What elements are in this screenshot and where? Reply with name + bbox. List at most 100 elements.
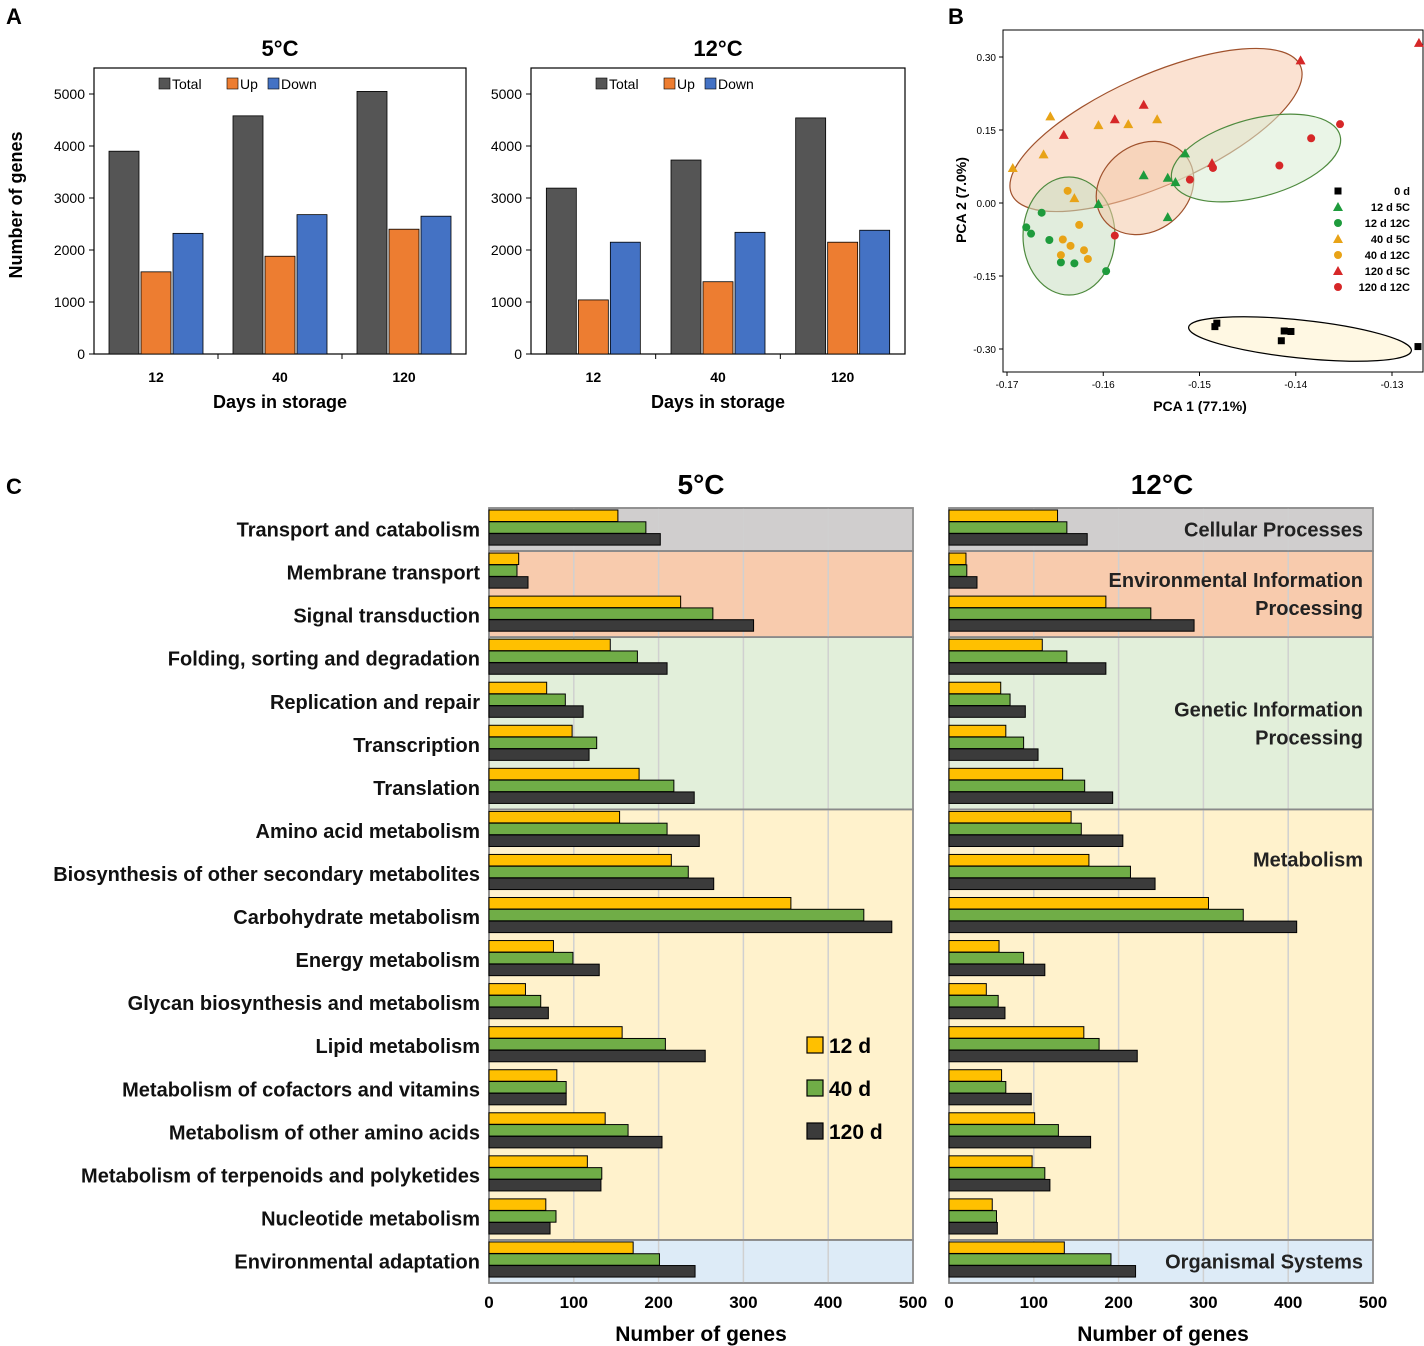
b-xtick-label: -0.13: [1381, 380, 1404, 391]
b-xtick-label: -0.15: [1188, 380, 1211, 391]
b-legend-marker-40-d-5c: [1333, 234, 1343, 243]
c-category-label: Transport and catabolism: [237, 520, 480, 542]
c5c-bar-d12-signal-transduction: [488, 595, 682, 609]
a5c-xtick-label: 12: [148, 369, 164, 385]
c12c-bar-d40-glycan-biosynthesis-and-metabolism: [948, 994, 999, 1008]
c12c-bar-d120-metabolism-of-other-amino-acids: [948, 1135, 1092, 1149]
a5c-ytick-label: 3000: [54, 190, 85, 206]
c12c-bar-d120-amino-acid-metabolism: [948, 834, 1124, 847]
a5c-legend-swatch-total: [158, 77, 171, 90]
c5c-bar-d40-signal-transduction: [488, 607, 714, 620]
c12c-bar-d12-amino-acid-metabolism: [948, 810, 1072, 824]
c12c-bar-d120-metabolism-of-cofactors-and-vitamins: [948, 1092, 1032, 1106]
a12c-ytick-label: 1000: [491, 294, 522, 310]
b-legend-marker-120-d-12c: [1334, 283, 1342, 291]
a5c-title: 5°C: [262, 36, 299, 61]
chart-a-12c: 12°C 0 1000 2000 3000 4000 5000 12 40 120 Days in …: [491, 36, 906, 412]
c5c-bar-d40-translation: [488, 779, 675, 793]
c5c-bar-d40-folding-sorting-and-degradation: [488, 650, 638, 663]
a5c-bar-up-120: [388, 228, 420, 355]
b-point-120-d-12c: [1185, 175, 1194, 184]
c12c-bar-d40-metabolism-of-other-amino-acids: [948, 1124, 1059, 1137]
c12c-xtick-label: 500: [1359, 1293, 1387, 1312]
c5c-xtick-label: 300: [729, 1293, 757, 1312]
c12c-bar-d40-translation: [948, 779, 1086, 793]
c-title-5c: 5°C: [678, 469, 725, 500]
c5c-bar-d120-replication-and-repair: [488, 705, 584, 718]
b-point-40-d-5c: [1093, 120, 1104, 130]
c12c-bar-d40-signal-transduction: [948, 607, 1152, 620]
b-legend-marker-12-d-5c: [1333, 202, 1343, 211]
c5c-xtick-label: 200: [644, 1293, 672, 1312]
c12c-bar-d40-folding-sorting-and-degradation: [948, 650, 1068, 663]
c5c-bar-d12-lipid-metabolism: [488, 1026, 623, 1039]
a5c-xlabel: Days in storage: [213, 392, 347, 412]
c5c-bar-d120-metabolism-of-other-amino-acids: [488, 1135, 663, 1149]
c-legend-swatch-d12: [806, 1036, 824, 1054]
a12c-legend-swatch-down: [704, 77, 717, 90]
b-point-12-d-12c: [1102, 267, 1111, 276]
c-category-label: Energy metabolism: [295, 950, 480, 972]
c12c-bar-d12-carbohydrate-metabolism: [948, 897, 1209, 910]
b-point-40-d-12c: [1066, 241, 1075, 250]
a12c-bar-up-12: [577, 299, 609, 355]
b-ytick-label: 0.15: [977, 126, 997, 137]
c5c-bar-d12-membrane-transport: [488, 552, 520, 566]
c-category-label: Metabolism of terpenoids and polyketides: [81, 1165, 480, 1187]
c5c-bar-d120-nucleotide-metabolism: [488, 1221, 551, 1235]
c-category-label: Transcription: [353, 735, 480, 757]
c12c-bar-d40-nucleotide-metabolism: [948, 1210, 997, 1223]
b-legend-label-0-d: 0 d: [1394, 186, 1410, 198]
b-point-120-d-5c: [1058, 129, 1069, 139]
panel-label-b: B: [948, 4, 964, 29]
c12c-bar-d120-signal-transduction: [948, 619, 1195, 632]
c5c-bar-d12-environmental-adaptation: [488, 1241, 634, 1254]
b-point-120-d-12c: [1208, 163, 1217, 172]
c12c-xtick-label: 300: [1189, 1293, 1217, 1312]
chart-b-pca: -0.17 -0.16 -0.15 -0.14 -0.13 0.30 0.15 0.00 -0.…: [973, 29, 1424, 391]
a12c-ytick-label: 3000: [491, 190, 522, 206]
c-group-label-metabolism: Metabolism: [1253, 849, 1363, 871]
a12c-xtick-label: 120: [831, 369, 855, 385]
b-point-12-d-12c: [1027, 229, 1036, 238]
c5c-xtick-label: 400: [814, 1293, 842, 1312]
c5c-bar-d12-nucleotide-metabolism: [488, 1198, 547, 1211]
c5c-bar-d40-lipid-metabolism: [488, 1037, 666, 1051]
c5c-bar-d40-metabolism-of-cofactors-and-vitamins: [488, 1081, 567, 1094]
c12c-bar-d120-energy-metabolism: [948, 963, 1046, 977]
c-legend-swatch-d40: [806, 1079, 824, 1097]
b-ytick-label: 0.30: [977, 53, 997, 64]
c12c-bar-d40-lipid-metabolism: [948, 1037, 1100, 1051]
c5c-bar-d12-metabolism-of-other-amino-acids: [488, 1112, 606, 1125]
b-point-12-d-5c: [1180, 148, 1191, 158]
b-legend-label-40-d-5c: 40 d 5C: [1371, 234, 1410, 246]
c12c-bar-d120-transcription: [948, 748, 1039, 761]
a12c-legend-label-total: Total: [609, 76, 639, 92]
c12c-bar-d120-transport-and-catabolism: [948, 533, 1088, 546]
c5c-bar-d12-replication-and-repair: [488, 681, 548, 695]
c-group-label-organismal-systems: Organismal Systems: [1165, 1251, 1363, 1273]
b-ylabel: PCA 2 (7.0%): [953, 157, 969, 243]
c12c-bar-d120-lipid-metabolism: [948, 1049, 1138, 1063]
b-point-120-d-5c: [1109, 114, 1120, 124]
c12c-bar-d12-metabolism-of-other-amino-acids: [948, 1112, 1036, 1125]
c12c-bar-d40-transport-and-catabolism: [948, 521, 1068, 534]
c5c-bar-d40-transport-and-catabolism: [488, 521, 647, 534]
c5c-bar-d40-replication-and-repair: [488, 693, 566, 707]
b-point-0-d: [1213, 319, 1221, 327]
c5c-bar-d120-amino-acid-metabolism: [488, 834, 700, 847]
a5c-bar-down-40: [296, 214, 328, 355]
c12c-bar-d12-metabolism-of-cofactors-and-vitamins: [948, 1069, 1003, 1082]
b-xlabel: PCA 1 (77.1%): [1153, 398, 1247, 414]
c12c-bar-d12-metabolism-of-terpenoids-and-polyketides: [948, 1155, 1033, 1168]
c-title-12c: 12°C: [1131, 469, 1194, 500]
c5c-bar-d40-carbohydrate-metabolism: [488, 908, 865, 922]
a5c-legend-label-up: Up: [240, 76, 258, 92]
b-point-0-d: [1287, 327, 1295, 335]
b-point-120-d-12c: [1110, 231, 1119, 240]
c12c-bar-d12-biosynthesis-of-other-secondary-metabolites: [948, 853, 1090, 867]
c-legend-label-d40: 40 d: [829, 1078, 871, 1101]
b-point-40-d-5c: [1007, 162, 1018, 172]
a5c-bar-up-12: [140, 271, 172, 355]
